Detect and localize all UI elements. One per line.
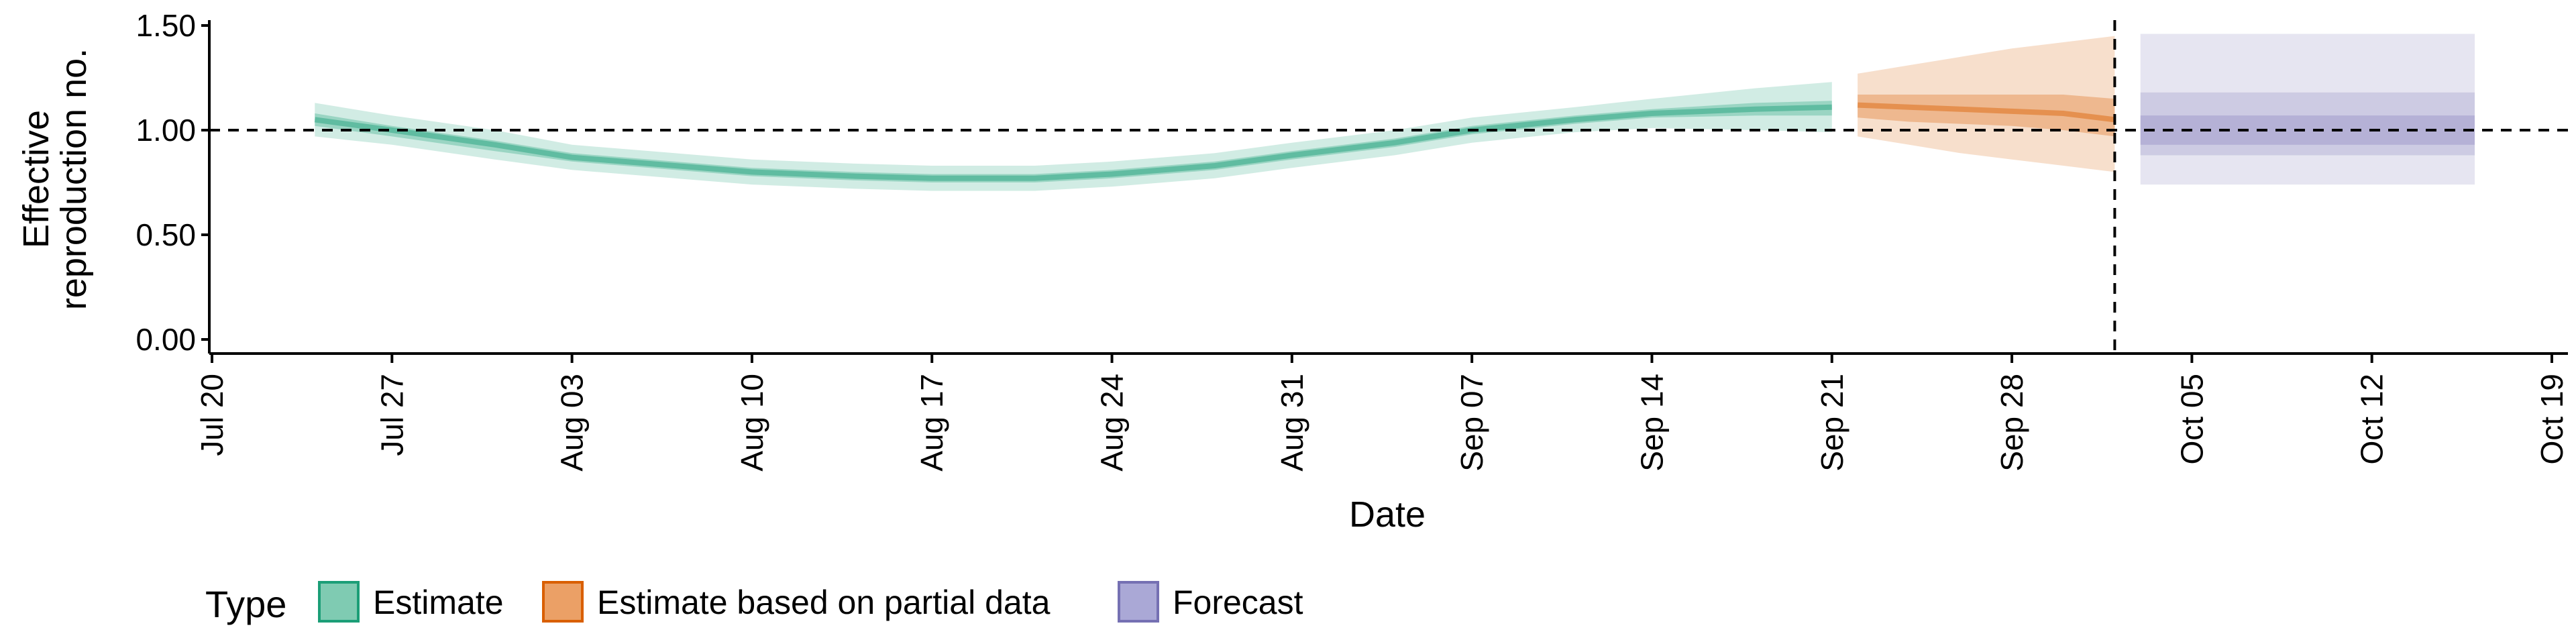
y-ticks: 0.00 0.50 1.00 1.50 (136, 8, 209, 357)
legend: Type Estimate Estimate based on partial d… (205, 581, 1303, 625)
legend-key-1 (542, 581, 584, 623)
x-tick-label: Aug 17 (914, 374, 949, 472)
series-bands (314, 34, 2475, 191)
x-tick-label: Aug 24 (1095, 374, 1130, 472)
series-forecast-band-90 (2140, 34, 2475, 185)
x-tick-label: Sep 14 (1634, 374, 1669, 472)
x-tick-label: Sep 07 (1454, 374, 1489, 472)
legend-label: Forecast (1173, 584, 1303, 621)
series-estimate-median-line (314, 104, 1832, 181)
series-estimate-based-on-partial-data-band-50 (1858, 95, 2115, 137)
series-forecast-band-50 (2140, 115, 2475, 145)
series-estimate-band-90 (315, 82, 1832, 191)
y-axis-title-line1: Effective (16, 110, 56, 248)
series-estimate-band-50 (315, 101, 1832, 182)
y-tick-label: 0.00 (136, 322, 196, 357)
x-tick-label: Aug 10 (735, 374, 769, 472)
x-tick-label: Oct 19 (2534, 374, 2569, 465)
legend-label: Estimate based on partial data (597, 584, 1051, 621)
x-tick-label: Oct 12 (2355, 374, 2390, 465)
legend-title: Type (205, 583, 286, 625)
x-tick-label: Sep 28 (1994, 374, 2029, 472)
y-axis-title-line2: reproduction no. (54, 48, 94, 310)
x-tick-label: Aug 03 (555, 374, 590, 472)
y-tick-label: 1.00 (136, 113, 196, 148)
x-ticks: Jul 20 Jul 27 Aug 03 Aug 10 Aug 17 Aug 24 Aug … (195, 354, 2569, 472)
legend-key-2 (1118, 581, 1159, 623)
series-forecast-band-mid (2140, 92, 2475, 156)
x-axis-title: Date (1349, 494, 1426, 535)
series-estimate-based-on-partial-data-median-line (1857, 102, 2115, 123)
y-tick-label: 0.50 (136, 217, 196, 252)
series-estimate-based-on-partial-data-band-90 (1858, 36, 2115, 172)
legend-label: Estimate (373, 584, 504, 621)
legend-key-0 (318, 581, 360, 623)
y-tick-label: 1.50 (136, 8, 196, 43)
x-tick-label: Jul 27 (374, 374, 409, 456)
x-tick-label: Oct 05 (2174, 374, 2209, 465)
x-tick-label: Aug 31 (1275, 374, 1309, 472)
axes (208, 20, 2568, 355)
x-tick-label: Jul 20 (195, 374, 229, 456)
x-tick-label: Sep 21 (1815, 374, 1849, 472)
